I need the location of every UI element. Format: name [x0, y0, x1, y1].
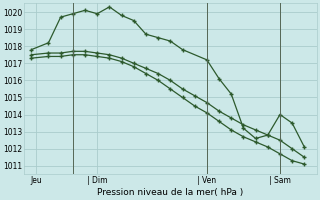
X-axis label: Pression niveau de la mer( hPa ): Pression niveau de la mer( hPa )	[97, 188, 244, 197]
